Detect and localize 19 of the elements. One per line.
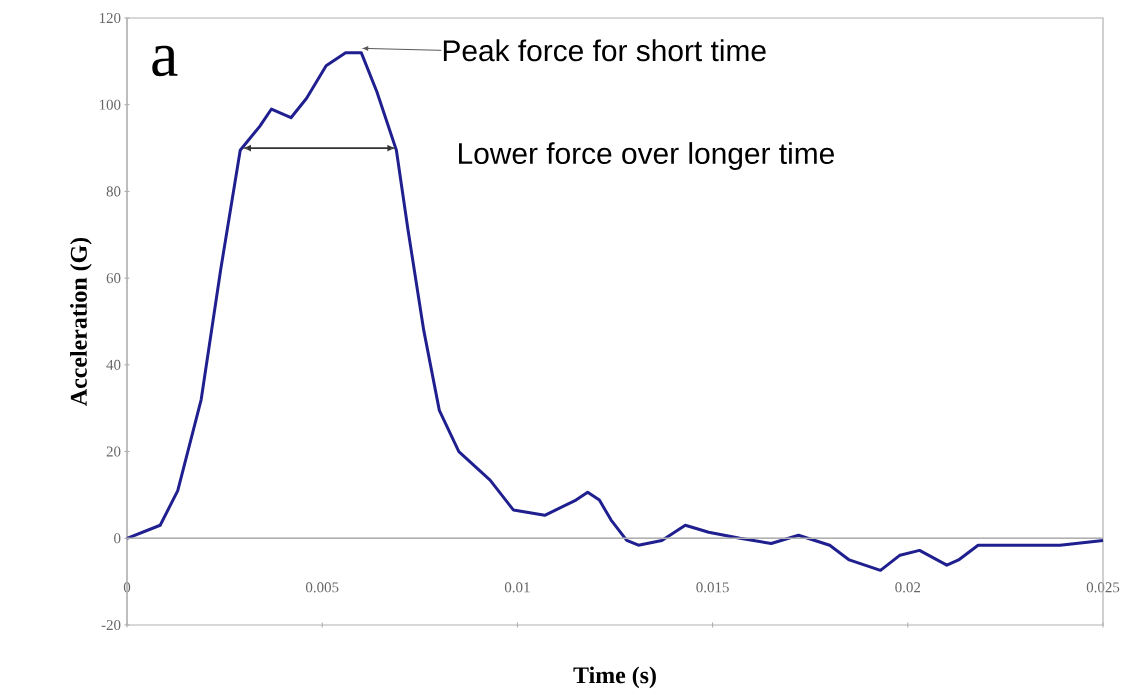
x-tick-label: 0.025 (1086, 582, 1120, 593)
y-tick-label: 120 (99, 12, 121, 24)
x-tick-label: 0.005 (305, 582, 339, 593)
x-tick-label: 0.02 (895, 582, 921, 593)
x-tick-label: 0.01 (504, 582, 530, 593)
y-tick-label: 20 (106, 446, 121, 457)
annotation: Lower force over longer time (459, 142, 834, 170)
x-tick-label: 0.015 (696, 582, 729, 593)
x-tick-label: 0 (123, 582, 131, 593)
y-axis-title: Acceleration (G) (70, 237, 92, 406)
y-tick-label: 80 (106, 186, 121, 197)
y-tick-label: 100 (99, 99, 121, 110)
y-tick-label: -20 (101, 619, 121, 631)
annotation: a (152, 45, 178, 77)
x-axis-title: Time (s) (573, 666, 656, 689)
y-tick-label: 40 (106, 359, 121, 370)
y-tick-label: 0 (114, 533, 121, 544)
annotation: Peak force for short time (443, 39, 766, 62)
y-tick-label: 60 (106, 273, 121, 284)
